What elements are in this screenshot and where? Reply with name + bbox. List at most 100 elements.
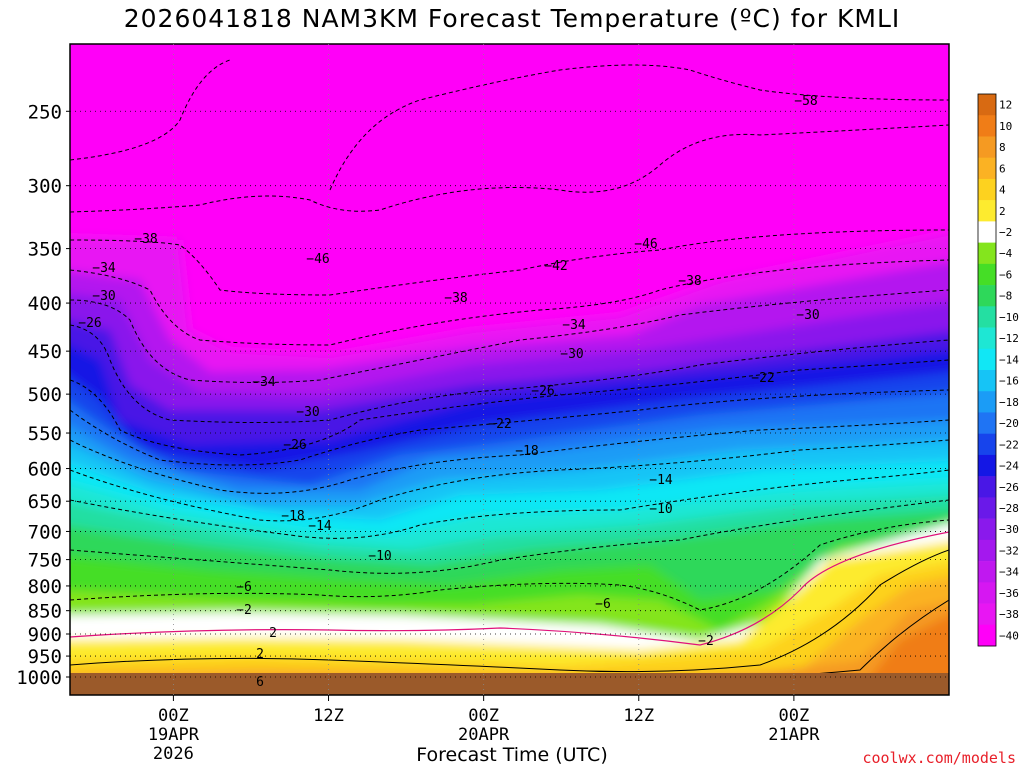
contour-label: −10	[368, 549, 391, 564]
below-ground	[70, 673, 949, 695]
x-tick-label: 00Z	[158, 706, 189, 726]
x-tick-label: 00Z	[779, 706, 810, 726]
contour-label: −42	[544, 259, 567, 274]
colorbar-swatch	[978, 624, 996, 647]
colorbar-swatch	[978, 285, 996, 307]
y-tick-label: 550	[28, 423, 62, 445]
plot-frame	[69, 43, 950, 696]
colorbar-tick-label: 6	[999, 162, 1006, 175]
colorbar-swatch	[978, 539, 996, 562]
contour-label: −38	[134, 232, 157, 247]
colorbar-swatch	[978, 327, 996, 350]
y-tick-label: 450	[28, 341, 62, 363]
contour-label: −30	[296, 405, 319, 420]
contour-label: −46	[634, 237, 657, 252]
colorbar-tick-label: −36	[999, 587, 1019, 600]
contour-label: −38	[444, 291, 467, 306]
y-tick-label: 800	[28, 576, 62, 598]
x-tick-label: 2026	[153, 744, 194, 764]
contour-label: −34	[92, 261, 116, 276]
credit-link[interactable]: coolwx.com/models	[862, 749, 1016, 767]
temperature-field	[70, 44, 949, 695]
colorbar-swatch	[978, 497, 996, 519]
colorbar-swatch	[978, 603, 996, 626]
colorbar-tick-label: 2	[999, 205, 1006, 218]
y-tick-label: 750	[28, 550, 62, 572]
contour-label: −34	[252, 375, 276, 390]
x-tick-label: 21APR	[768, 725, 820, 745]
colorbar-swatch	[978, 242, 996, 265]
y-tick-label: 300	[28, 176, 62, 198]
colorbar-tick-label: −40	[999, 629, 1019, 642]
contour-label: −18	[515, 444, 538, 459]
x-tick-label: 00Z	[468, 706, 499, 726]
x-axis-label: Forecast Time (UTC)	[416, 744, 608, 766]
colorbar-swatch	[978, 433, 996, 456]
colorbar-swatch	[978, 582, 996, 604]
colorbar-swatch	[978, 157, 996, 180]
y-axis: 2503003504004505005506006507007508008509…	[16, 101, 949, 689]
y-tick-label: 1000	[16, 667, 62, 689]
contour-label: −38	[678, 274, 701, 289]
colorbar-swatch	[978, 561, 996, 583]
colorbar-swatch	[978, 178, 996, 201]
colorbar-tick-label: −22	[999, 438, 1019, 451]
contour-label: −6	[595, 597, 611, 612]
y-tick-label: 250	[28, 101, 62, 123]
contour-label: −30	[92, 289, 115, 304]
y-tick-label: 950	[28, 646, 62, 668]
colorbar-tick-label: 10	[999, 120, 1012, 133]
contour-label: −22	[488, 417, 511, 432]
colorbar-swatch	[978, 115, 996, 137]
colorbar-swatch	[978, 476, 996, 498]
y-tick-label: 650	[28, 491, 62, 513]
y-tick-label: 350	[28, 239, 62, 261]
colorbar-swatch	[978, 370, 996, 392]
chart-title: 2026041818 NAM3KM Forecast Temperature (…	[123, 4, 901, 33]
contour-label: −18	[281, 509, 304, 524]
contour-label: −30	[796, 308, 819, 323]
colorbar-tick-label: −38	[999, 608, 1019, 621]
contour-label: −2	[698, 634, 714, 649]
contour-label: −14	[649, 473, 673, 488]
colorbar-swatch	[978, 200, 996, 222]
x-tick-label: 19APR	[148, 725, 200, 745]
contour-label: −58	[794, 94, 817, 109]
colorbar-tick-label: 8	[999, 141, 1006, 154]
colorbar-tick-label: 12	[999, 99, 1012, 112]
colorbar-swatch	[978, 306, 996, 328]
colorbar-tick-label: −6	[999, 268, 1012, 281]
contour-label: −14	[308, 519, 332, 534]
colorbar-tick-label: −30	[999, 523, 1019, 536]
colorbar-tick-label: −32	[999, 544, 1019, 557]
colorbar-frame	[977, 93, 997, 647]
colorbar-tick-label: −2	[999, 226, 1012, 239]
y-tick-label: 700	[28, 521, 62, 543]
colorbar-swatch	[978, 221, 996, 243]
colorbar-tick-label: −26	[999, 481, 1019, 494]
contour-label: −10	[649, 502, 672, 517]
colorbar-tick-label: −18	[999, 396, 1019, 409]
contour-label: −46	[306, 252, 329, 267]
contour-label: −34	[562, 318, 586, 333]
colorbar-tick-label: −34	[999, 566, 1019, 579]
colorbar-swatch	[978, 454, 996, 477]
colorbar-tick-label: 4	[999, 184, 1006, 197]
contour-label: −6	[236, 580, 252, 595]
colorbar-tick-label: −24	[999, 460, 1019, 473]
colorbar-swatch	[978, 391, 996, 413]
colorbar-tick-label: −28	[999, 502, 1019, 515]
colorbar-tick-label: −12	[999, 332, 1019, 345]
colorbar-tick-label: −10	[999, 311, 1019, 324]
contour-label: −26	[531, 384, 554, 399]
x-tick-label: 12Z	[623, 706, 654, 726]
contour-label: −22	[751, 371, 774, 386]
colorbar-tick-label: −4	[999, 247, 1013, 260]
contour-label: 2	[269, 626, 277, 641]
contour-label: −26	[283, 438, 306, 453]
colorbar-swatch	[978, 412, 996, 434]
contour-label: −30	[560, 347, 583, 362]
contour-lines	[70, 59, 949, 611]
y-tick-label: 600	[28, 459, 62, 481]
contour-label: −2	[236, 603, 252, 618]
